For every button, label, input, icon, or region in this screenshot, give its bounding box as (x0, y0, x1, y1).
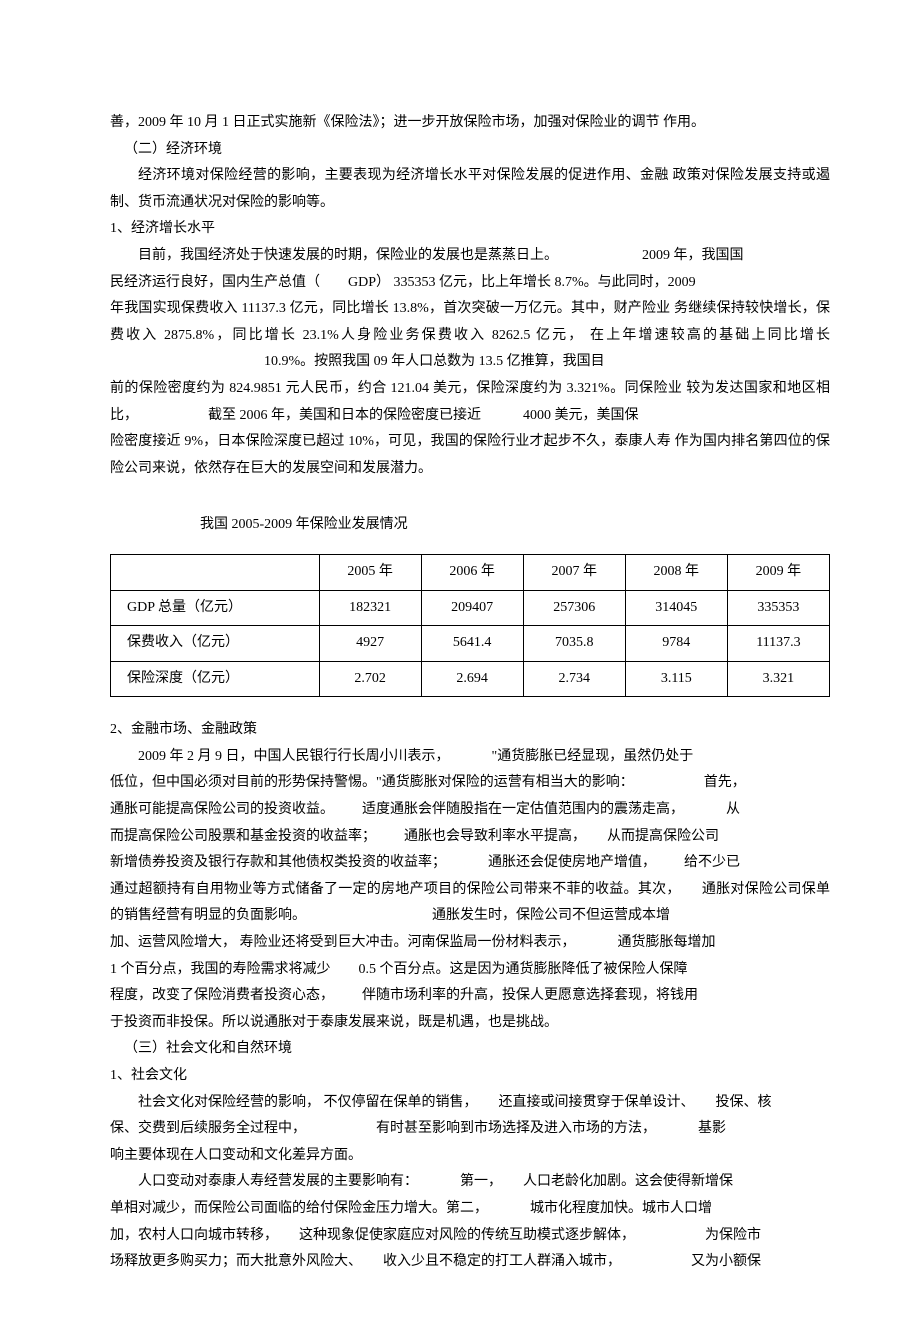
paragraph-population: 人口变动对泰康人寿经营发展的主要影响有： 第一， 人口老龄化加剧。这会使得新增保 单… (110, 1169, 830, 1275)
text: 适度通胀会伴随股指在一定估值范围内的震荡走高， (362, 802, 684, 817)
row-label: 保费收入（亿元） (111, 626, 320, 662)
text: 为保险市 (705, 1228, 761, 1243)
table-row: 保费收入（亿元） 4927 5641.4 7035.8 9784 11137.3 (111, 626, 830, 662)
text: 给不少已 (684, 855, 740, 870)
cell: 257306 (523, 590, 625, 626)
text: 于投资而非投保。所以说通胀对于泰康发展来说，既是机遇，也是挑战。 (110, 1015, 558, 1030)
text: 有时甚至影响到市场选择及进入市场的方法， (376, 1121, 656, 1136)
text: 收入少且不稳定的打工人群涌入城市， (383, 1254, 621, 1269)
table-header-year: 2006 年 (421, 554, 523, 590)
table-row: 保险深度（亿元） 2.702 2.694 2.734 3.115 3.321 (111, 661, 830, 697)
text: 10.9%。按照我国 09 年人口总数为 13.5 亿推算，我国目 (264, 354, 605, 369)
text: 截至 2006 年，美国和日本的保险密度已接近 (208, 408, 481, 423)
text: 城市化程度加快。城市人口增 (530, 1201, 712, 1216)
text: 民经济运行良好，国内生产总值（ (110, 275, 320, 290)
cell: 335353 (727, 590, 829, 626)
cell: 314045 (625, 590, 727, 626)
table-header-row: 2005 年 2006 年 2007 年 2008 年 2009 年 (111, 554, 830, 590)
paragraph-prev-continuation: 善，2009 年 10 月 1 日正式实施新《保险法》；进一步开放保险市场，加强… (110, 110, 830, 137)
cell: 9784 (625, 626, 727, 662)
text: GDP） 335353 亿元，比上年增长 8.7%。与此同时，2009 (348, 275, 696, 290)
text: 险密度接近 9%，日本保险深度已超过 10%，可见，我国的保险行业才起步不久，泰… (110, 434, 830, 476)
text: 通胀也会导致利率水平提高， (404, 829, 586, 844)
text: 社会文化对保险经营的影响， 不仅停留在保单的销售， (138, 1095, 478, 1110)
text: 2009 年 2 月 9 日，中国人民银行行长周小川表示， (138, 749, 450, 764)
text: 基影 (698, 1121, 726, 1136)
table-header-year: 2005 年 (319, 554, 421, 590)
text: 投保、核 (716, 1095, 772, 1110)
text: 伴随市场利率的升高，投保人更愿意选择套现，将钱用 (362, 988, 698, 1003)
cell: 2.702 (319, 661, 421, 697)
text: 保、交费到后续服务全过程中， (110, 1121, 306, 1136)
cell: 2.694 (421, 661, 523, 697)
table-header-empty (111, 554, 320, 590)
text: "通货膨胀已经显现，虽然仍处于 (492, 749, 694, 764)
table-header-year: 2008 年 (625, 554, 727, 590)
text: 场释放更多购买力；而大批意外风险大、 (110, 1254, 362, 1269)
text: 1 个百分点，我国的寿险需求将减少 (110, 962, 331, 977)
text: 程度，改变了保险消费者投资心态， (110, 988, 334, 1003)
heading-social: 1、社会文化 (110, 1063, 830, 1090)
text: 从 (726, 802, 740, 817)
text: 4000 美元，美国保 (523, 408, 639, 423)
text: 目前，我国经济处于快速发展的时期，保险业的发展也是蒸蒸日上。 (138, 248, 558, 263)
cell: 11137.3 (727, 626, 829, 662)
cell: 3.115 (625, 661, 727, 697)
text: 首先， (704, 775, 746, 790)
paragraph-economic-env: 经济环境对保险经营的影响，主要表现为经济增长水平对保险发展的促进作用、金融 政策… (110, 163, 830, 216)
table-row: GDP 总量（亿元） 182321 209407 257306 314045 3… (111, 590, 830, 626)
text: 低位，但中国必须对目前的形势保持警惕。"通货膨胀对保险的运营有相当大的影响： (110, 775, 634, 790)
insurance-dev-table: 2005 年 2006 年 2007 年 2008 年 2009 年 GDP 总… (110, 554, 830, 697)
text: 通胀发生时，保险公司不但运营成本增 (432, 908, 670, 923)
text: 这种现象促使家庭应对风险的传统互助模式逐步解体， (299, 1228, 635, 1243)
text: 人口老龄化加剧。这会使得新增保 (523, 1174, 733, 1189)
cell: 3.321 (727, 661, 829, 697)
text: 加、运营风险增大， 寿险业还将受到巨大冲击。河南保监局一份材料表示， (110, 935, 576, 950)
text: 人口变动对泰康人寿经营发展的主要影响有： (138, 1174, 418, 1189)
cell: 5641.4 (421, 626, 523, 662)
paragraph-social-culture: 社会文化对保险经营的影响， 不仅停留在保单的销售， 还直接或间接贯穿于保单设计、 投… (110, 1090, 830, 1170)
text: 单相对减少，而保险公司面临的给付保险金压力增大。第二， (110, 1201, 488, 1216)
cell: 2.734 (523, 661, 625, 697)
cell: 182321 (319, 590, 421, 626)
section-3-heading: （三）社会文化和自然环境 (110, 1036, 830, 1063)
text: 响主要体现在人口变动和文化差异方面。 (110, 1148, 362, 1163)
text: 通货膨胀每增加 (618, 935, 716, 950)
row-label: GDP 总量（亿元） (111, 590, 320, 626)
text: 第一， (460, 1174, 502, 1189)
table-header-year: 2009 年 (727, 554, 829, 590)
text: 年我国实现保费收入 11137.3 亿元，同比增长 13.8%，首次突破一万亿元… (110, 301, 830, 343)
paragraph-finance: 2009 年 2 月 9 日，中国人民银行行长周小川表示， "通货膨胀已经显现，虽… (110, 744, 830, 1037)
text: 通过超额持有自用物业等方式储备了一定的房地产项目的保险公司带来不菲的收益。其次， (110, 882, 681, 897)
cell: 7035.8 (523, 626, 625, 662)
text: 而提高保险公司股票和基金投资的收益率； (110, 829, 376, 844)
text: 从而提高保险公司 (607, 829, 719, 844)
heading-finance: 2、金融市场、金融政策 (110, 717, 830, 744)
cell: 209407 (421, 590, 523, 626)
text: 加，农村人口向城市转移， (110, 1228, 278, 1243)
text: 新增债券投资及银行存款和其他债权类投资的收益率； (110, 855, 446, 870)
row-label: 保险深度（亿元） (111, 661, 320, 697)
text: 0.5 个百分点。这是因为通货膨胀降低了被保险人保障 (359, 962, 688, 977)
heading-econ-growth: 1、经济增长水平 (110, 216, 830, 243)
cell: 4927 (319, 626, 421, 662)
section-2-heading: （二）经济环境 (110, 137, 830, 164)
text: 还直接或间接贯穿于保单设计、 (499, 1095, 695, 1110)
text: 通胀还会促使房地产增值， (488, 855, 656, 870)
paragraph-econ-growth: 目前，我国经济处于快速发展的时期，保险业的发展也是蒸蒸日上。 2009 年，我国国… (110, 243, 830, 482)
text: 通胀可能提高保险公司的投资收益。 (110, 802, 334, 817)
text: 又为小额保 (691, 1254, 761, 1269)
text: 2009 年，我国国 (642, 248, 744, 263)
table-title: 我国 2005-2009 年保险业发展情况 (200, 512, 830, 539)
table-header-year: 2007 年 (523, 554, 625, 590)
